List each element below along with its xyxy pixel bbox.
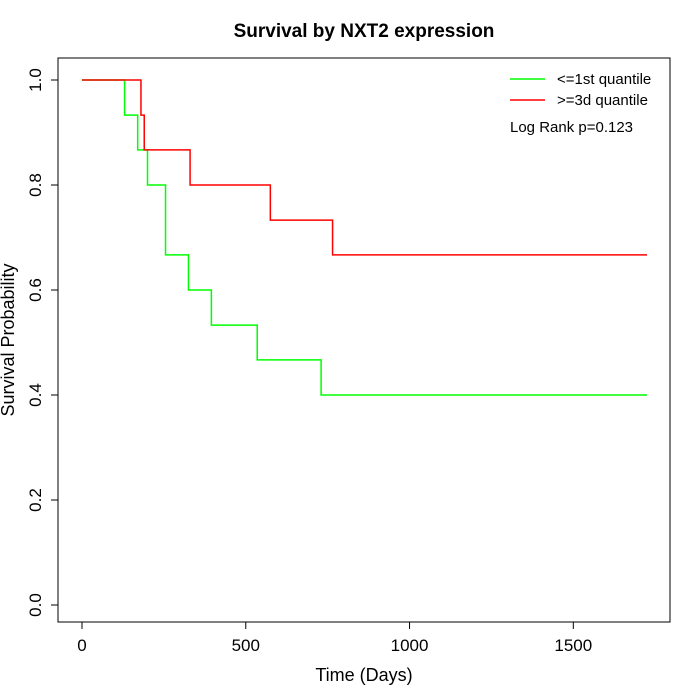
legend-label-2: >=3d quantile bbox=[557, 92, 648, 109]
legend: <=1st quantile >=3d quantile bbox=[510, 71, 651, 109]
x-tick-label: 0 bbox=[77, 636, 86, 655]
y-tick-label: 0.4 bbox=[26, 383, 45, 407]
y-tick-label: 1.0 bbox=[26, 68, 45, 92]
series-layer bbox=[82, 79, 647, 396]
y-axis-label: Survival Probability bbox=[0, 263, 18, 416]
x-tick-label: 500 bbox=[232, 636, 260, 655]
x-axis-label: Time (Days) bbox=[315, 665, 412, 685]
y-tick-label: 0.8 bbox=[26, 173, 45, 197]
y-tick-label: 0.0 bbox=[26, 593, 45, 617]
y-tick-label: 0.2 bbox=[26, 488, 45, 512]
x-tick-label: 1500 bbox=[554, 636, 592, 655]
y-axis: 0.0 0.2 0.4 0.6 0.8 1.0 bbox=[26, 68, 59, 617]
y-tick-label: 0.6 bbox=[26, 278, 45, 302]
chart-title: Survival by NXT2 expression bbox=[234, 21, 495, 42]
x-axis: 0 500 1000 1500 bbox=[77, 621, 592, 655]
series-line-1 bbox=[82, 79, 647, 396]
x-tick-label: 1000 bbox=[391, 636, 429, 655]
series-line-2 bbox=[82, 79, 647, 256]
legend-label-1: <=1st quantile bbox=[557, 71, 651, 88]
log-rank-annotation: Log Rank p=0.123 bbox=[510, 119, 633, 136]
